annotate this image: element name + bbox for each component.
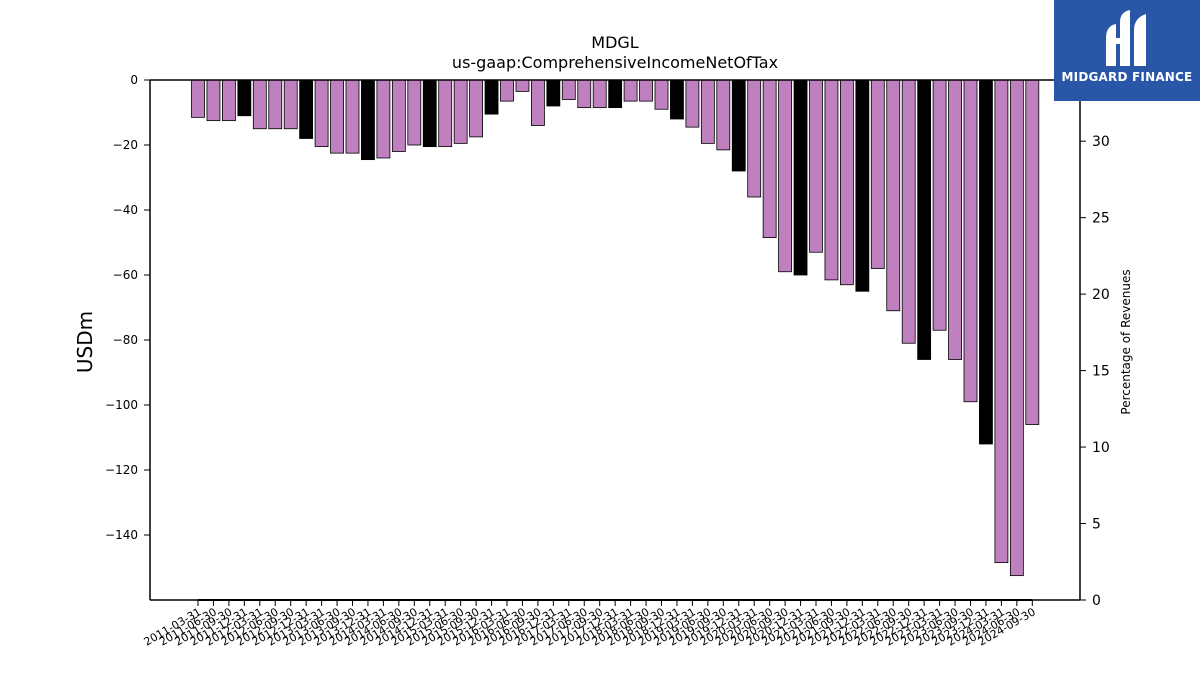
bar-2017-03-31 <box>561 79 576 100</box>
bar-2011-06-30 <box>206 79 221 122</box>
bar-2017-06-30 <box>577 79 592 109</box>
bar-2019-06-30 <box>700 79 715 144</box>
y-tick-label: 0 <box>130 73 138 87</box>
bar-2012-09-30 <box>283 79 298 130</box>
bar-2023-12-31 <box>979 79 993 445</box>
y-tick-label: −80 <box>113 333 138 347</box>
bar-2017-09-30 <box>592 79 607 109</box>
bar-2019-12-31 <box>731 79 746 172</box>
bar-2016-09-30 <box>531 79 545 126</box>
bar-2014-03-31 <box>376 79 391 159</box>
midgard-finance-logo: MIDGARD FINANCE <box>1054 0 1200 101</box>
bar-2013-09-30 <box>345 79 360 154</box>
bar-group <box>191 79 1040 577</box>
logo-text: MIDGARD FINANCE <box>1061 70 1193 84</box>
bar-2017-12-31 <box>608 79 623 109</box>
chart-subtitle: us-gaap:ComprehensiveIncomeNetOfTax <box>452 53 778 72</box>
bar-2015-12-31 <box>484 79 499 115</box>
y2-tick-label: 10 <box>1092 440 1110 456</box>
bar-2015-06-30 <box>453 79 468 144</box>
bar-2024-03-31 <box>994 79 1009 564</box>
logo-mark-icon <box>1106 10 1146 66</box>
bar-2016-12-31 <box>546 79 561 107</box>
bar-2023-09-30 <box>963 79 978 403</box>
bar-2011-03-31 <box>191 79 205 118</box>
bar-2011-12-31 <box>237 79 252 117</box>
y-axis-label: USDm <box>73 311 97 373</box>
bar-2019-09-30 <box>716 79 731 151</box>
bar-2024-09-30 <box>1025 79 1040 425</box>
chart-title: MDGL <box>591 33 639 52</box>
y2-axis-label: Percentage of Revenues <box>1119 269 1133 414</box>
bar-2014-06-30 <box>391 79 406 152</box>
y-tick-label: −100 <box>105 398 138 412</box>
bar-2023-06-30 <box>948 79 962 360</box>
bar-2018-03-31 <box>623 79 638 102</box>
bar-2012-12-31 <box>299 79 314 139</box>
bar-2015-03-31 <box>438 79 453 148</box>
bar-2021-12-31 <box>855 79 870 292</box>
bar-2014-12-31 <box>422 79 437 148</box>
x-ticks: 2011-03-312011-06-302011-09-302011-12-31… <box>142 599 1038 649</box>
bar-2019-03-31 <box>685 79 700 128</box>
bar-2021-03-31 <box>809 79 823 253</box>
bar-2013-03-31 <box>314 79 329 148</box>
bar-2018-09-30 <box>654 79 669 110</box>
y-tick-label: −120 <box>105 463 138 477</box>
y-tick-label: −40 <box>113 203 138 217</box>
bar-2013-12-31 <box>361 79 375 161</box>
y-tick-label: −20 <box>113 138 138 152</box>
y-ticks-right: 0 5 10 15 20 25 30 <box>1080 134 1110 609</box>
bar-2018-06-30 <box>639 79 653 102</box>
bar-2016-03-31 <box>500 79 514 102</box>
bar-2023-03-31 <box>932 79 947 331</box>
bar-2020-12-31 <box>793 79 808 276</box>
bar-2021-06-30 <box>824 79 839 281</box>
bar-2012-06-30 <box>268 79 283 130</box>
bar-2016-06-30 <box>515 79 530 92</box>
bar-2013-06-30 <box>330 79 344 154</box>
bar-2024-06-30 <box>1009 79 1024 577</box>
bar-2022-03-31 <box>870 79 885 269</box>
bar-2022-06-30 <box>886 79 901 312</box>
y2-tick-label: 30 <box>1092 134 1110 150</box>
y2-tick-label: 20 <box>1092 287 1110 303</box>
y-tick-label: −60 <box>113 268 138 282</box>
bar-2014-09-30 <box>407 79 422 146</box>
y-ticks-left: 0 −20 −40 −60 −80 −100 −120 −140 <box>105 73 150 542</box>
bar-2018-12-31 <box>670 79 684 120</box>
bar-2021-09-30 <box>840 79 854 286</box>
bar-2012-03-31 <box>252 79 267 130</box>
y2-tick-label: 15 <box>1092 364 1110 380</box>
bar-2015-09-30 <box>469 79 484 138</box>
bar-2011-09-30 <box>221 79 236 122</box>
y2-tick-label: 0 <box>1092 593 1101 609</box>
bar-2020-06-30 <box>762 79 777 239</box>
bar-2020-09-30 <box>778 79 792 273</box>
y-tick-label: −140 <box>105 528 138 542</box>
bar-2020-03-31 <box>747 79 762 198</box>
bar-2022-09-30 <box>901 79 916 344</box>
y2-tick-label: 5 <box>1092 517 1101 533</box>
y2-tick-label: 25 <box>1092 211 1110 227</box>
bar-2022-12-31 <box>917 79 932 360</box>
